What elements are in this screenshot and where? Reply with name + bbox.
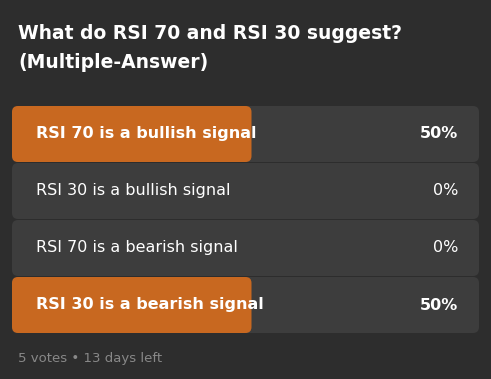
FancyBboxPatch shape — [12, 277, 251, 333]
FancyBboxPatch shape — [12, 220, 479, 276]
Text: 50%: 50% — [420, 127, 458, 141]
Text: RSI 30 is a bullish signal: RSI 30 is a bullish signal — [36, 183, 230, 199]
Text: RSI 70 is a bearish signal: RSI 70 is a bearish signal — [36, 241, 238, 255]
Text: What do RSI 70 and RSI 30 suggest?: What do RSI 70 and RSI 30 suggest? — [18, 24, 402, 43]
FancyBboxPatch shape — [12, 277, 479, 333]
FancyBboxPatch shape — [12, 106, 479, 162]
Text: 50%: 50% — [420, 298, 458, 313]
FancyBboxPatch shape — [12, 106, 251, 162]
Text: RSI 30 is a bearish signal: RSI 30 is a bearish signal — [36, 298, 264, 313]
FancyBboxPatch shape — [12, 163, 479, 219]
Text: RSI 70 is a bullish signal: RSI 70 is a bullish signal — [36, 127, 256, 141]
Text: 5 votes • 13 days left: 5 votes • 13 days left — [18, 352, 162, 365]
Text: (Multiple-Answer): (Multiple-Answer) — [18, 53, 208, 72]
Text: 0%: 0% — [433, 183, 458, 199]
Text: 0%: 0% — [433, 241, 458, 255]
